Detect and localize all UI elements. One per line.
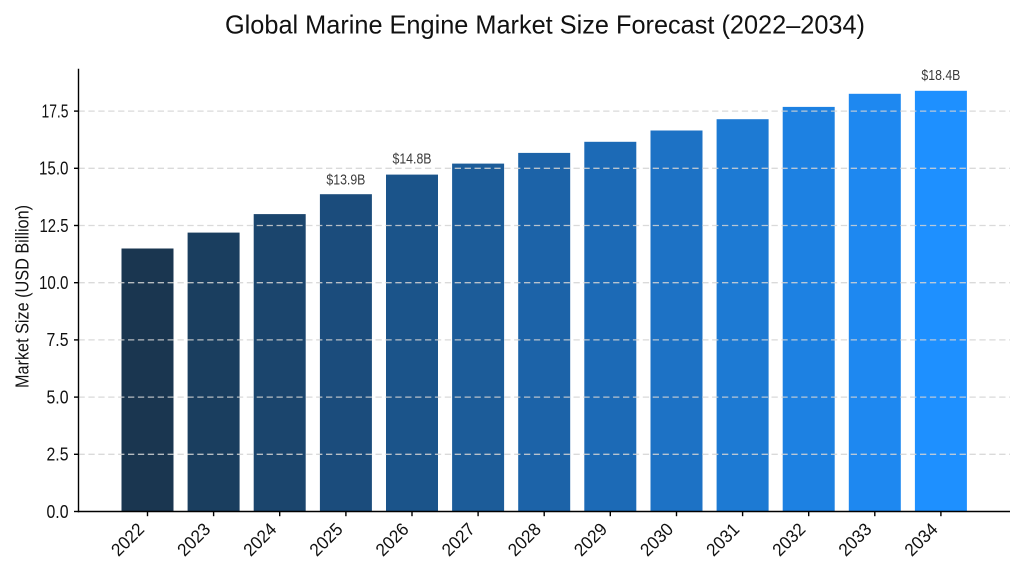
svg-text:Global Marine Engine Market Si: Global Marine Engine Market Size Forecas… [225,10,865,40]
svg-text:$13.9B: $13.9B [326,172,365,188]
svg-text:$18.4B: $18.4B [921,68,960,84]
svg-text:12.5: 12.5 [40,216,69,236]
svg-text:$14.8B: $14.8B [393,152,432,168]
svg-text:0.0: 0.0 [47,502,69,522]
svg-text:5.0: 5.0 [47,387,69,407]
svg-text:17.5: 17.5 [42,101,69,121]
svg-text:7.5: 7.5 [47,330,69,350]
svg-text:2.5: 2.5 [47,445,69,465]
svg-text:10.0: 10.0 [39,273,69,293]
svg-text:15.0: 15.0 [39,159,69,179]
svg-text:Market Size (USD Billion): Market Size (USD Billion) [13,205,33,388]
